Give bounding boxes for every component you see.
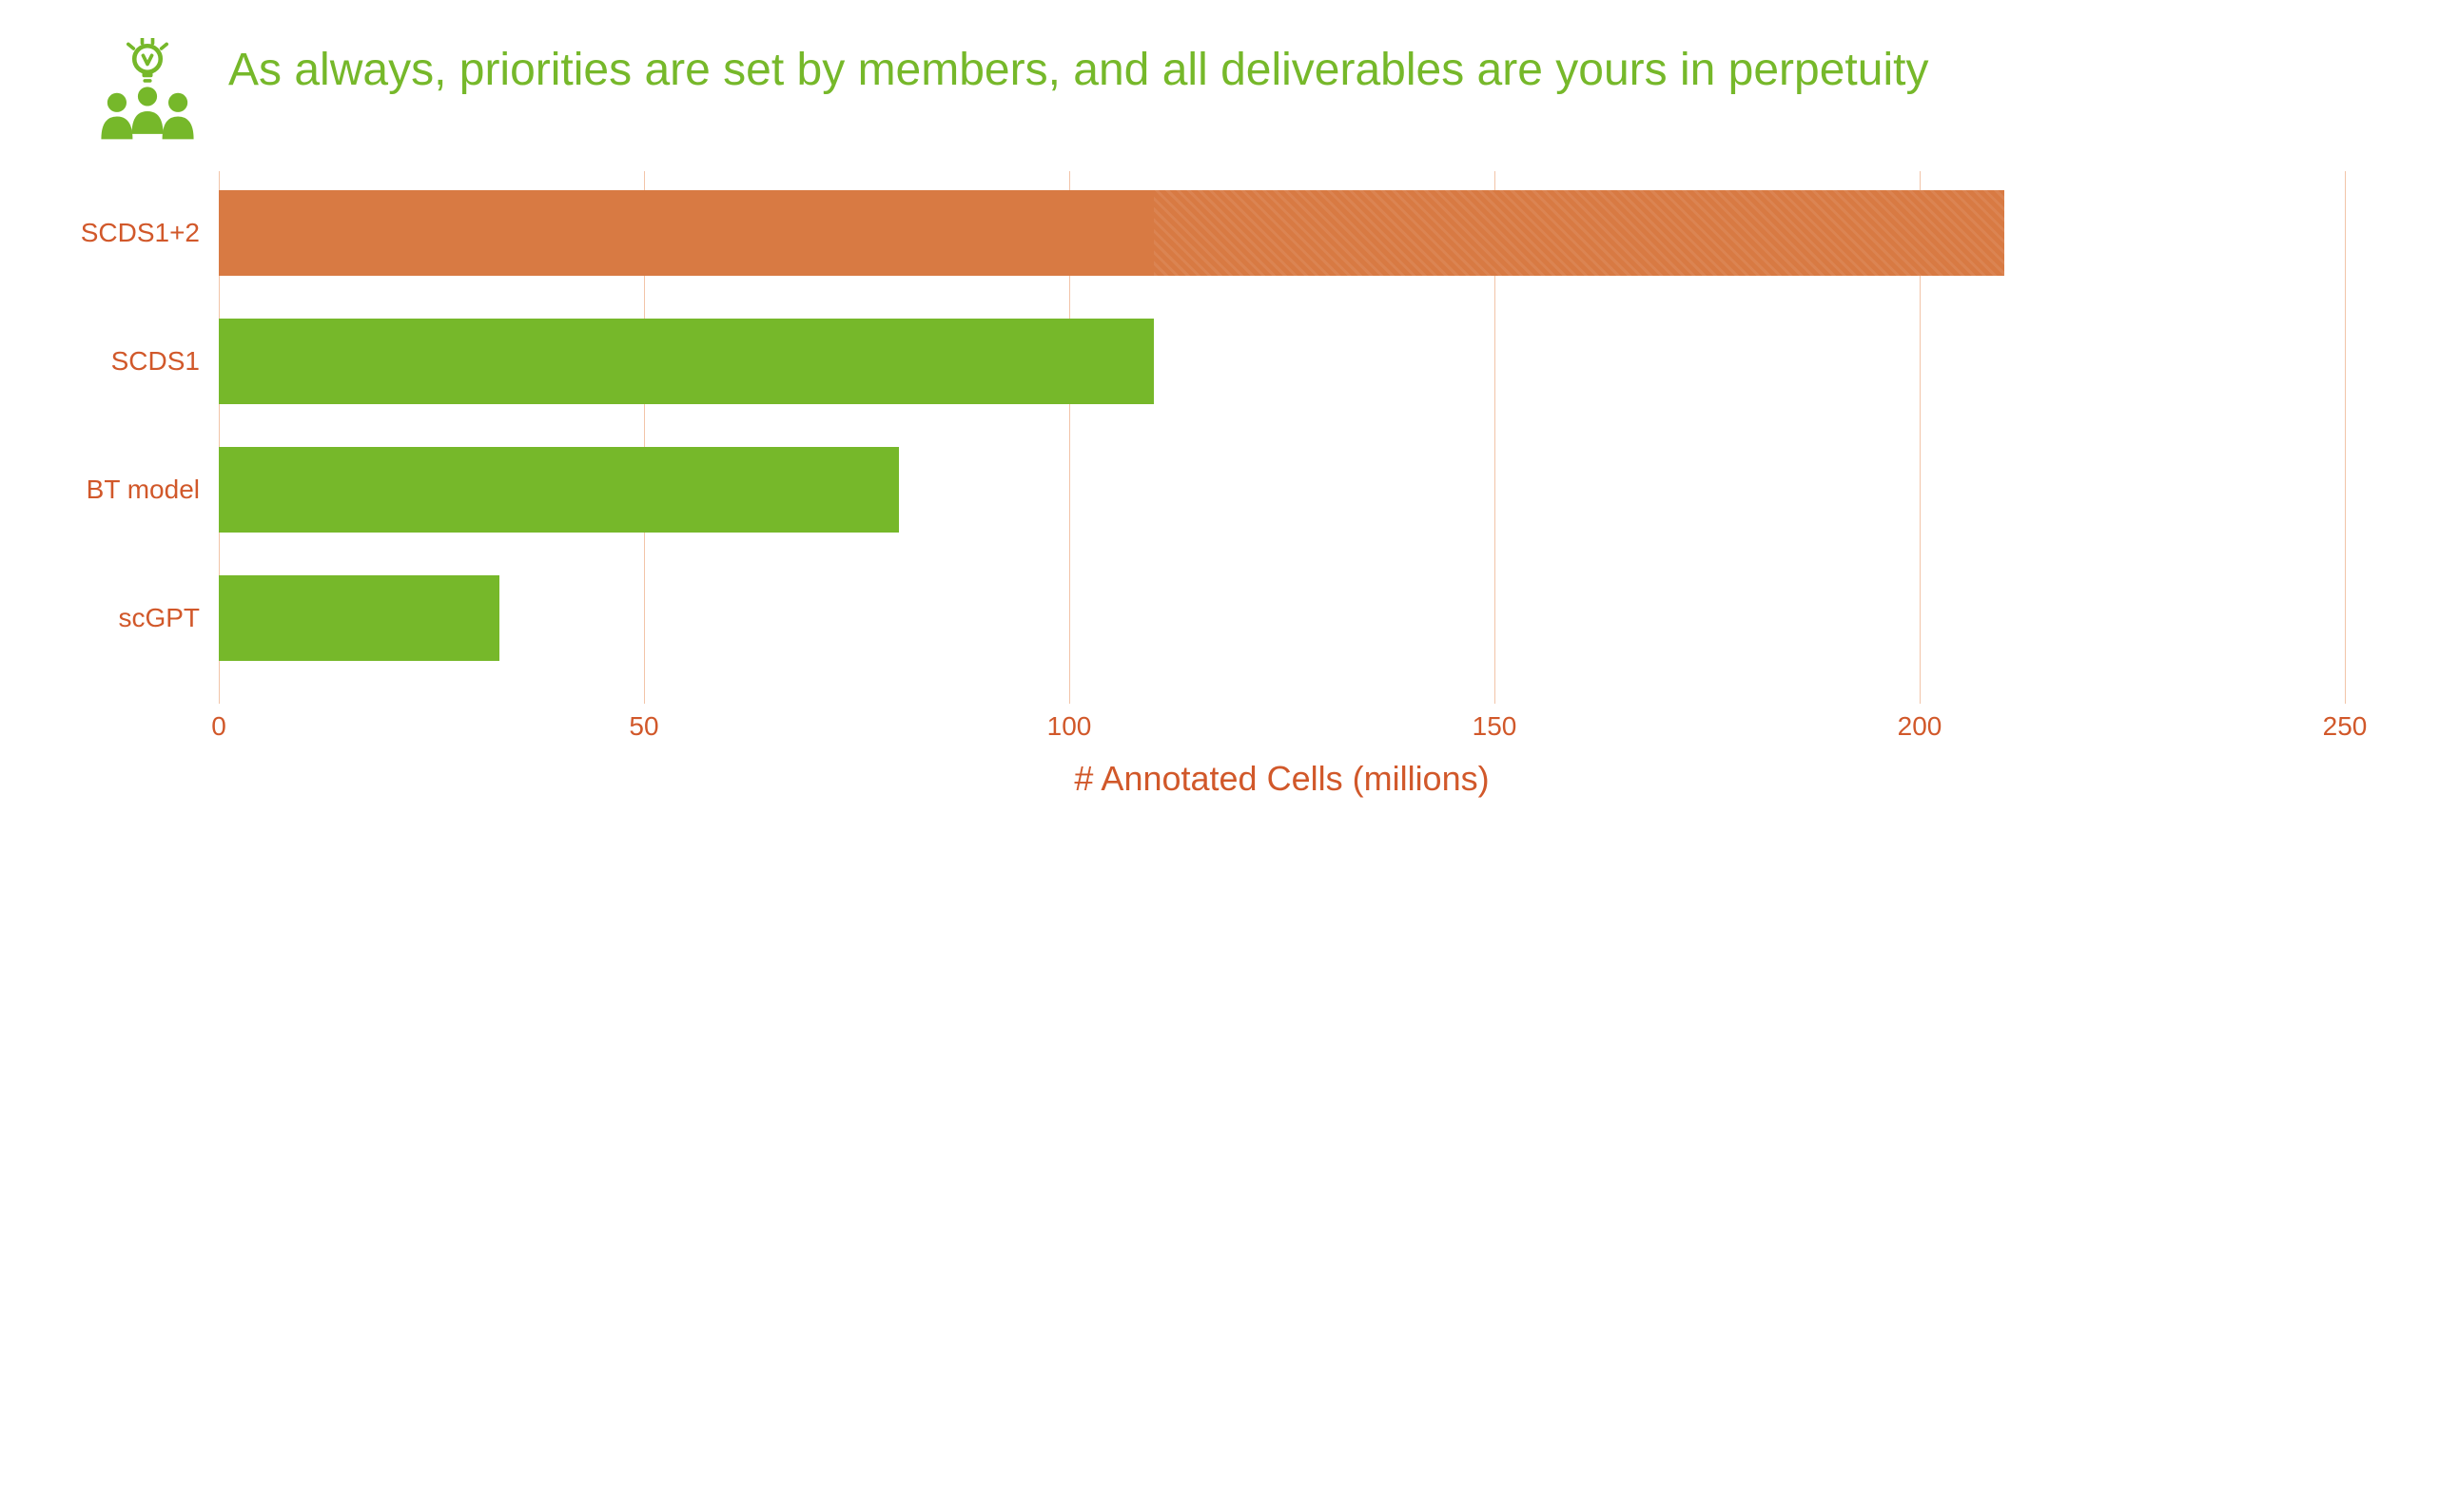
bar-chart: SCDS1+2 SCDS1 BT model scGPT 0 50 100 150 200 25…	[57, 171, 2402, 799]
y-axis-category-label: SCDS1	[57, 346, 200, 377]
team-idea-icon	[95, 38, 200, 143]
gridline	[2345, 171, 2346, 704]
plot-area: SCDS1+2 SCDS1 BT model scGPT	[219, 171, 2345, 704]
header: As always, priorities are set by members…	[57, 38, 2402, 143]
bar	[219, 319, 1154, 404]
x-axis-tick-label: 150	[1473, 711, 1517, 742]
bar	[219, 447, 899, 533]
bar-row: BT model	[219, 447, 2345, 533]
y-axis-category-label: SCDS1+2	[57, 218, 200, 248]
bar-row: SCDS1+2	[219, 190, 2345, 276]
bar-row: SCDS1	[219, 319, 2345, 404]
bar-row: scGPT	[219, 575, 2345, 661]
page-title: As always, priorities are set by members…	[228, 38, 1928, 99]
y-axis-category-label: BT model	[57, 475, 200, 505]
x-axis-ticks: 050100150200250	[219, 711, 2345, 749]
bar	[219, 190, 2004, 276]
x-axis-tick-label: 50	[629, 711, 658, 742]
x-axis-label: # Annotated Cells (millions)	[219, 759, 2345, 799]
bar	[219, 575, 499, 661]
x-axis-tick-label: 250	[2323, 711, 2368, 742]
bar-hatch-segment	[1154, 190, 2004, 276]
x-axis-tick-label: 0	[211, 711, 226, 742]
x-axis-tick-label: 200	[1898, 711, 1942, 742]
y-axis-category-label: scGPT	[57, 603, 200, 633]
x-axis-tick-label: 100	[1047, 711, 1092, 742]
